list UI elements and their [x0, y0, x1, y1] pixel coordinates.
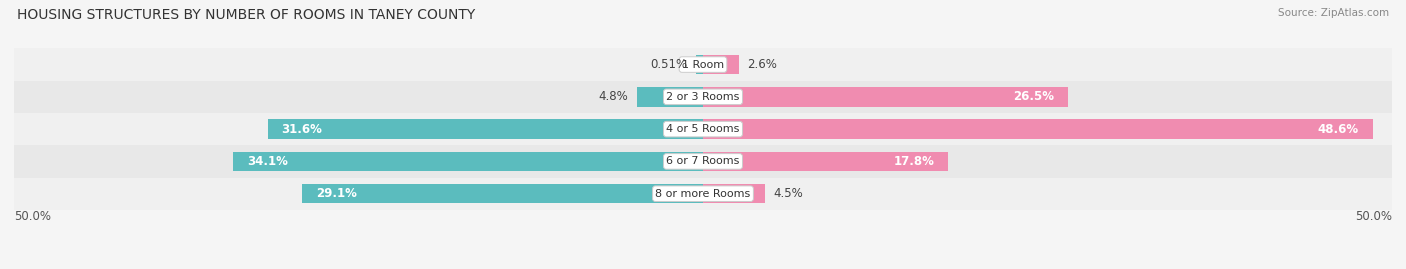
Text: 0.51%: 0.51%	[651, 58, 688, 71]
Text: 4.8%: 4.8%	[599, 90, 628, 103]
Text: 50.0%: 50.0%	[14, 210, 51, 223]
Bar	[14, 145, 1392, 178]
Text: 8 or more Rooms: 8 or more Rooms	[655, 189, 751, 199]
Bar	[233, 152, 703, 171]
Bar	[14, 113, 1392, 145]
Text: 17.8%: 17.8%	[894, 155, 935, 168]
Text: 34.1%: 34.1%	[247, 155, 288, 168]
Text: 4 or 5 Rooms: 4 or 5 Rooms	[666, 124, 740, 134]
Text: HOUSING STRUCTURES BY NUMBER OF ROOMS IN TANEY COUNTY: HOUSING STRUCTURES BY NUMBER OF ROOMS IN…	[17, 8, 475, 22]
Text: 29.1%: 29.1%	[316, 187, 357, 200]
Text: 6 or 7 Rooms: 6 or 7 Rooms	[666, 156, 740, 167]
Text: 48.6%: 48.6%	[1317, 123, 1358, 136]
Bar	[703, 55, 738, 74]
Bar	[267, 119, 703, 139]
Bar	[14, 81, 1392, 113]
Bar	[703, 152, 948, 171]
Bar	[703, 119, 1372, 139]
Bar	[14, 178, 1392, 210]
Bar	[703, 184, 765, 203]
Text: 1 Room: 1 Room	[682, 59, 724, 70]
Bar	[696, 55, 703, 74]
Text: 50.0%: 50.0%	[1355, 210, 1392, 223]
Bar	[302, 184, 703, 203]
Bar	[14, 48, 1392, 81]
Bar	[703, 87, 1069, 107]
Text: 26.5%: 26.5%	[1014, 90, 1054, 103]
Text: 31.6%: 31.6%	[281, 123, 322, 136]
Text: 2.6%: 2.6%	[747, 58, 778, 71]
Text: Source: ZipAtlas.com: Source: ZipAtlas.com	[1278, 8, 1389, 18]
Text: 2 or 3 Rooms: 2 or 3 Rooms	[666, 92, 740, 102]
Text: 4.5%: 4.5%	[773, 187, 803, 200]
Legend: Owner-occupied, Renter-occupied: Owner-occupied, Renter-occupied	[572, 266, 834, 269]
Bar	[637, 87, 703, 107]
